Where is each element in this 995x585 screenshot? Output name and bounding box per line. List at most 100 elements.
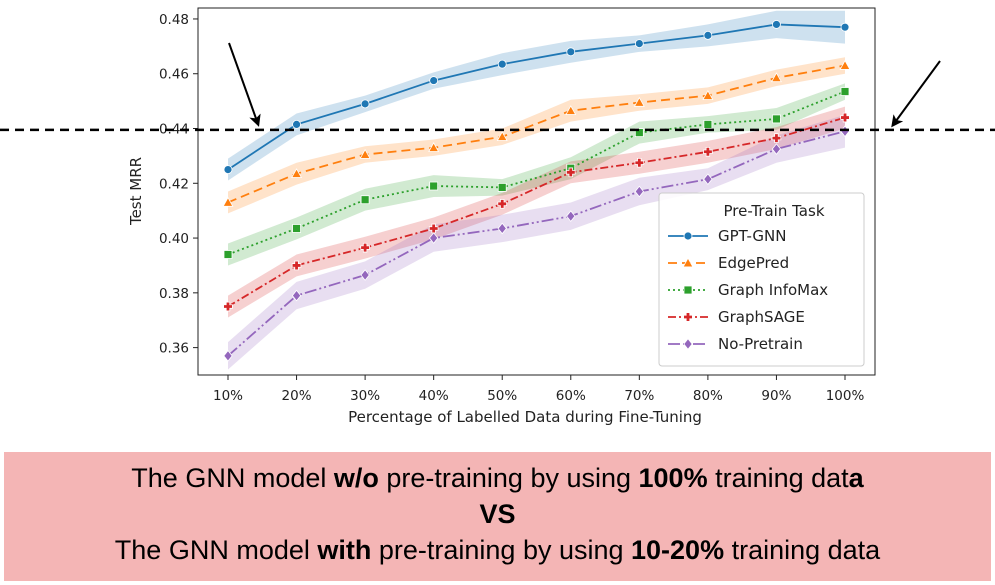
data-point <box>566 47 576 57</box>
caption-text: The GNN model <box>131 463 334 493</box>
series-line <box>227 23 846 171</box>
caption-text: training data <box>724 535 881 565</box>
x-ticks: 10% 20% 30% 40% 50% 60% 70% 80% 90% 100% <box>213 375 864 404</box>
caption-text: training dat <box>707 463 849 493</box>
data-point <box>497 199 508 209</box>
data-point <box>565 105 577 115</box>
data-point <box>223 301 233 312</box>
data-point <box>840 22 850 32</box>
series-band <box>228 10 845 181</box>
data-point <box>223 349 233 362</box>
data-point <box>222 196 234 207</box>
y-tick-label: 0.40 <box>159 231 189 247</box>
data-point <box>840 87 850 96</box>
data-point <box>497 59 507 69</box>
data-point <box>429 76 439 85</box>
y-tick-label: 0.42 <box>159 176 189 192</box>
data-point <box>683 285 693 295</box>
series-band <box>228 106 845 318</box>
caption-line-1: The GNN model w/o pre-training by using … <box>4 460 991 496</box>
caption-vs: VS <box>479 499 516 529</box>
data-point <box>428 223 439 234</box>
legend-entry: Graph InfoMax <box>718 281 828 299</box>
x-axis-label: Percentage of Labelled Data during Fine-… <box>348 408 702 426</box>
x-tick-label: 90% <box>761 388 791 404</box>
series-lines <box>227 23 846 357</box>
data-point <box>839 59 851 70</box>
data-point <box>291 168 303 178</box>
y-ticks: 0.360.380.400.420.440.460.48 <box>159 12 198 357</box>
data-point <box>291 289 302 302</box>
data-point <box>496 131 508 141</box>
data-point <box>634 39 644 49</box>
y-tick-label: 0.38 <box>159 286 189 302</box>
left-arrow <box>228 42 261 127</box>
data-point <box>360 269 370 281</box>
series-line <box>227 90 846 256</box>
data-point <box>292 119 301 129</box>
caption-text: pre-training by using <box>378 463 639 493</box>
data-point <box>634 157 645 168</box>
caption-emphasis: with <box>317 535 372 565</box>
y-axis-label: Test MRR <box>127 157 145 226</box>
data-point <box>291 260 302 271</box>
caption-emphasis: 10-20% <box>631 535 725 565</box>
data-point <box>683 312 693 322</box>
legend-entry: GPT-GNN <box>718 227 786 245</box>
data-point <box>633 96 645 107</box>
data-point <box>497 222 507 235</box>
y-tick-label: 0.36 <box>159 341 189 357</box>
y-tick-label: 0.46 <box>159 67 189 83</box>
x-tick-label: 30% <box>350 388 380 404</box>
data-point <box>703 173 713 186</box>
data-point <box>771 133 782 143</box>
series-band <box>228 114 845 370</box>
data-point <box>360 99 370 109</box>
data-point <box>497 182 507 192</box>
caption-emphasis: a <box>848 463 864 493</box>
data-point <box>703 30 713 40</box>
caption-emphasis: w/o <box>333 463 379 493</box>
data-point <box>428 232 439 244</box>
series-band <box>228 57 845 214</box>
data-point <box>565 167 576 178</box>
series-line <box>227 130 846 357</box>
data-point <box>703 119 713 129</box>
data-point <box>682 257 694 268</box>
right-arrow <box>891 60 941 128</box>
data-point <box>703 146 713 157</box>
caption-box: The GNN model w/o pre-training by using … <box>4 452 991 581</box>
x-tick-label: 20% <box>282 388 312 404</box>
legend-title: Pre-Train Task <box>723 202 824 220</box>
x-tick-label: 60% <box>556 388 586 404</box>
data-point <box>634 128 644 138</box>
series-line <box>227 116 846 308</box>
data-point <box>634 185 645 198</box>
legend-entry: EdgePred <box>718 254 789 272</box>
data-point <box>771 143 782 155</box>
data-point <box>292 224 301 233</box>
caption-emphasis: 100% <box>638 463 708 493</box>
data-point <box>840 112 850 123</box>
data-point <box>429 181 439 191</box>
mrr-line-chart: 0.36 0.38 0.40 0.42 0.44 0.46 0.48 10% 20% 30% 40… <box>0 7 995 426</box>
series-markers <box>222 20 851 362</box>
legend-frame <box>658 192 865 367</box>
legend: Pre-Train Task GPT-GNN EdgePred Graph Info… <box>658 192 865 367</box>
legend-entry: GraphSAGE <box>718 308 805 326</box>
legend-entry: No-Pretrain <box>718 335 803 353</box>
data-point <box>566 210 576 222</box>
data-point <box>360 242 370 253</box>
x-tick-label: 80% <box>693 388 723 404</box>
x-tick-label: 50% <box>487 388 517 404</box>
data-point <box>770 72 782 83</box>
x-tick-label: 70% <box>624 388 654 404</box>
data-point <box>772 20 781 29</box>
data-point <box>223 165 233 174</box>
plot-frame <box>197 7 876 376</box>
data-point <box>428 142 440 152</box>
x-tick-label: 100% <box>826 388 865 404</box>
data-point <box>223 250 233 259</box>
x-tick-label: 10% <box>213 388 243 404</box>
data-point <box>359 148 371 159</box>
